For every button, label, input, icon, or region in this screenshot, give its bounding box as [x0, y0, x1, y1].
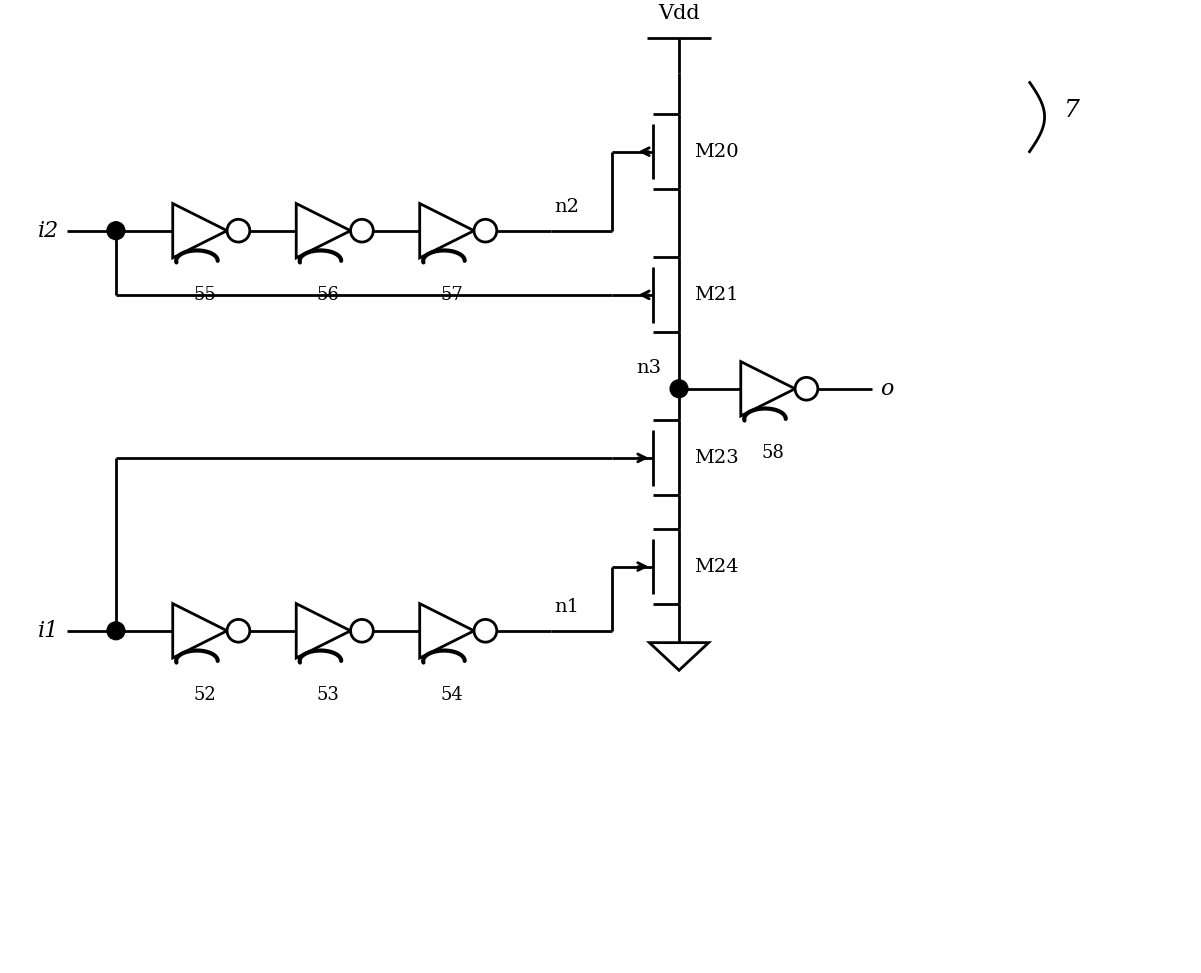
Text: M20: M20 — [694, 143, 739, 161]
Circle shape — [227, 620, 250, 642]
Text: i1: i1 — [38, 620, 59, 642]
Circle shape — [227, 219, 250, 242]
Text: o: o — [879, 378, 894, 400]
Text: 7: 7 — [1064, 98, 1080, 122]
Circle shape — [351, 219, 374, 242]
Circle shape — [351, 620, 374, 642]
Text: 52: 52 — [193, 686, 216, 703]
Text: n3: n3 — [637, 359, 662, 377]
Text: i2: i2 — [38, 220, 59, 241]
Text: 53: 53 — [317, 686, 340, 703]
Circle shape — [107, 222, 125, 239]
Circle shape — [474, 219, 497, 242]
Text: M23: M23 — [694, 449, 739, 467]
Circle shape — [795, 378, 818, 400]
Text: M21: M21 — [694, 286, 739, 304]
Circle shape — [107, 622, 125, 639]
Text: 57: 57 — [441, 285, 464, 304]
Text: 55: 55 — [193, 285, 216, 304]
Text: M24: M24 — [694, 558, 739, 576]
Text: n2: n2 — [555, 198, 580, 216]
Text: 54: 54 — [441, 686, 464, 703]
Circle shape — [670, 379, 688, 398]
Circle shape — [474, 620, 497, 642]
Text: Vdd: Vdd — [658, 4, 700, 23]
Text: n1: n1 — [555, 598, 580, 616]
Text: 56: 56 — [317, 285, 340, 304]
Text: 58: 58 — [761, 444, 784, 461]
